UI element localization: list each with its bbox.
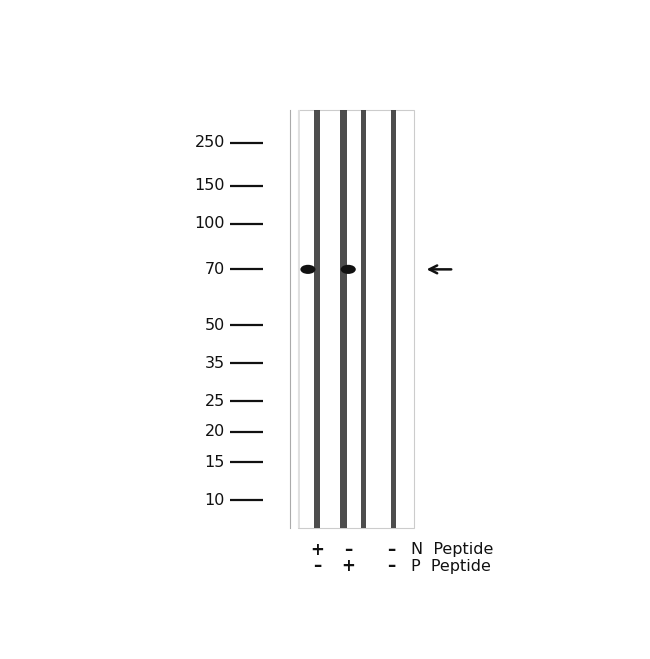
Text: P  Peptide: P Peptide <box>411 559 491 574</box>
Bar <box>314 109 320 528</box>
Bar <box>340 109 346 528</box>
Text: 150: 150 <box>194 178 225 193</box>
Text: –: – <box>344 541 352 559</box>
Text: 250: 250 <box>194 135 225 150</box>
Text: 25: 25 <box>205 394 225 409</box>
Bar <box>391 109 396 528</box>
Text: 100: 100 <box>194 216 225 231</box>
Text: +: + <box>341 558 355 575</box>
Text: 10: 10 <box>205 493 225 507</box>
Text: +: + <box>310 541 324 559</box>
Text: 35: 35 <box>205 356 225 371</box>
Text: N  Peptide: N Peptide <box>411 542 493 558</box>
Ellipse shape <box>300 265 315 274</box>
Bar <box>298 109 300 528</box>
Bar <box>298 109 413 528</box>
Text: –: – <box>313 558 321 575</box>
Text: 20: 20 <box>205 424 225 440</box>
Text: 15: 15 <box>205 455 225 470</box>
Text: –: – <box>387 541 395 559</box>
Text: –: – <box>387 558 395 575</box>
Bar <box>361 109 366 528</box>
Text: 70: 70 <box>205 262 225 277</box>
Text: 50: 50 <box>205 318 225 333</box>
Ellipse shape <box>341 265 356 274</box>
